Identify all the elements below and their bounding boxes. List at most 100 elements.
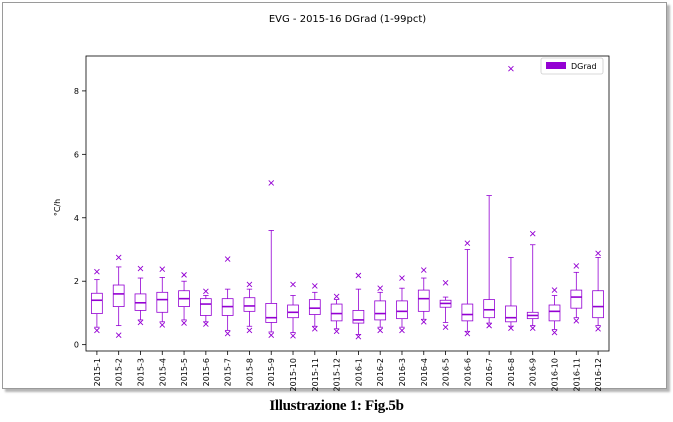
outlier-marker — [94, 327, 100, 334]
outlier-marker — [355, 272, 362, 279]
x-tick-label: 2015-2 — [115, 358, 124, 386]
box-iqr — [570, 289, 583, 309]
y-axis-label: °C/h — [53, 199, 62, 216]
x-tick-label: 2016-6 — [463, 358, 472, 386]
outlier-marker — [377, 327, 384, 334]
x-tick-label: 2016-7 — [485, 358, 494, 386]
x-tick-label: 2015-5 — [180, 358, 189, 386]
y-tick-label: 0 — [74, 341, 79, 350]
outlier-marker — [159, 322, 166, 328]
outlier-marker — [420, 267, 427, 273]
x-tick-label: 2015-12 — [333, 358, 342, 391]
y-tick-label: 8 — [74, 87, 79, 96]
x-tick-label: 2015-1 — [93, 358, 102, 386]
x-tick-label: 2015-8 — [245, 358, 254, 386]
outlier-marker — [420, 318, 427, 325]
outlier-marker — [486, 322, 492, 329]
outlier-marker — [551, 287, 558, 293]
x-tick-label: 2016-9 — [529, 358, 538, 386]
x-tick-label: 2015-11 — [311, 358, 320, 391]
box-iqr — [548, 304, 561, 322]
x-tick-label: 2015-9 — [267, 358, 276, 386]
outlier-marker — [159, 266, 166, 272]
box-iqr — [374, 300, 387, 321]
x-tick-label: 2015-4 — [158, 358, 167, 386]
outlier-marker — [551, 329, 558, 336]
outlier-marker — [377, 285, 384, 292]
outlier-marker — [268, 180, 275, 186]
outlier-marker — [224, 330, 231, 337]
outlier-marker — [181, 320, 187, 326]
x-tick-label: 2016-5 — [442, 358, 451, 386]
outlier-marker — [203, 288, 209, 295]
box-iqr — [396, 300, 408, 320]
chart-title: EVG - 2015-16 DGrad (1-99pct) — [269, 14, 426, 25]
box-iqr — [200, 298, 212, 316]
x-tick-label: 2015-3 — [136, 358, 145, 386]
y-tick-label: 6 — [74, 150, 79, 159]
x-tick-label: 2016-2 — [376, 358, 385, 386]
outlier-marker — [464, 240, 471, 246]
x-tick-label: 2016-8 — [507, 358, 516, 386]
outlier-marker — [181, 272, 187, 278]
outlier-marker — [224, 256, 231, 262]
x-tick-label: 2016-1 — [354, 358, 363, 386]
outlier-marker — [137, 319, 144, 326]
outlier-marker — [246, 327, 253, 334]
box-iqr — [308, 299, 321, 315]
outlier-marker — [246, 281, 253, 288]
outlier-marker — [203, 321, 209, 327]
y-tick-label: 4 — [74, 214, 79, 223]
figure-caption: Illustrazione 1: Fig.5b — [269, 398, 404, 414]
outlier-marker — [94, 268, 100, 275]
outlier-marker — [311, 283, 318, 289]
outlier-marker — [508, 325, 514, 331]
box-iqr — [243, 297, 256, 312]
outlier-marker — [268, 332, 275, 338]
outlier-marker — [115, 332, 122, 338]
outlier-marker — [573, 263, 580, 269]
legend-label: DGrad — [571, 62, 597, 71]
box-iqr — [330, 303, 343, 322]
box-iqr — [352, 309, 365, 324]
outlier-marker — [115, 254, 122, 261]
box-iqr — [156, 291, 169, 313]
box-iqr — [592, 290, 604, 319]
box-iqr — [112, 284, 125, 307]
box-iqr — [483, 299, 495, 319]
outlier-marker — [333, 328, 340, 335]
x-tick-label: 2015-6 — [202, 358, 211, 386]
outlier-marker — [573, 318, 580, 324]
x-tick-label: 2016-12 — [594, 358, 603, 391]
x-tick-label: 2015-10 — [289, 358, 298, 391]
outlier-marker — [333, 293, 340, 300]
box-iqr — [417, 289, 430, 312]
outlier-marker — [311, 325, 318, 332]
x-tick-label: 2016-3 — [398, 358, 407, 386]
box-iqr — [505, 305, 517, 323]
box-iqr — [265, 303, 278, 323]
x-tick-label: 2016-10 — [551, 358, 560, 391]
x-tick-label: 2016-11 — [572, 358, 581, 391]
outlier-marker — [137, 265, 144, 272]
box-iqr — [287, 304, 299, 319]
outlier-marker — [290, 332, 296, 339]
outlier-marker — [355, 333, 362, 340]
x-tick-label: 2016-4 — [420, 358, 429, 386]
outlier-marker — [595, 325, 601, 332]
outlier-marker — [442, 324, 449, 331]
outlier-marker — [529, 325, 536, 331]
outlier-marker — [290, 281, 296, 288]
x-tick-label: 2015-7 — [224, 358, 233, 386]
outlier-marker — [464, 330, 471, 337]
outlier-marker — [399, 275, 405, 281]
outlier-marker — [399, 327, 405, 334]
box-iqr — [461, 303, 474, 322]
outlier-marker — [508, 65, 514, 72]
box-iqr — [91, 292, 103, 314]
outlier-marker — [529, 230, 536, 237]
outlier-marker — [442, 279, 449, 286]
legend-swatch — [546, 62, 566, 69]
y-tick-label: 2 — [74, 277, 79, 286]
